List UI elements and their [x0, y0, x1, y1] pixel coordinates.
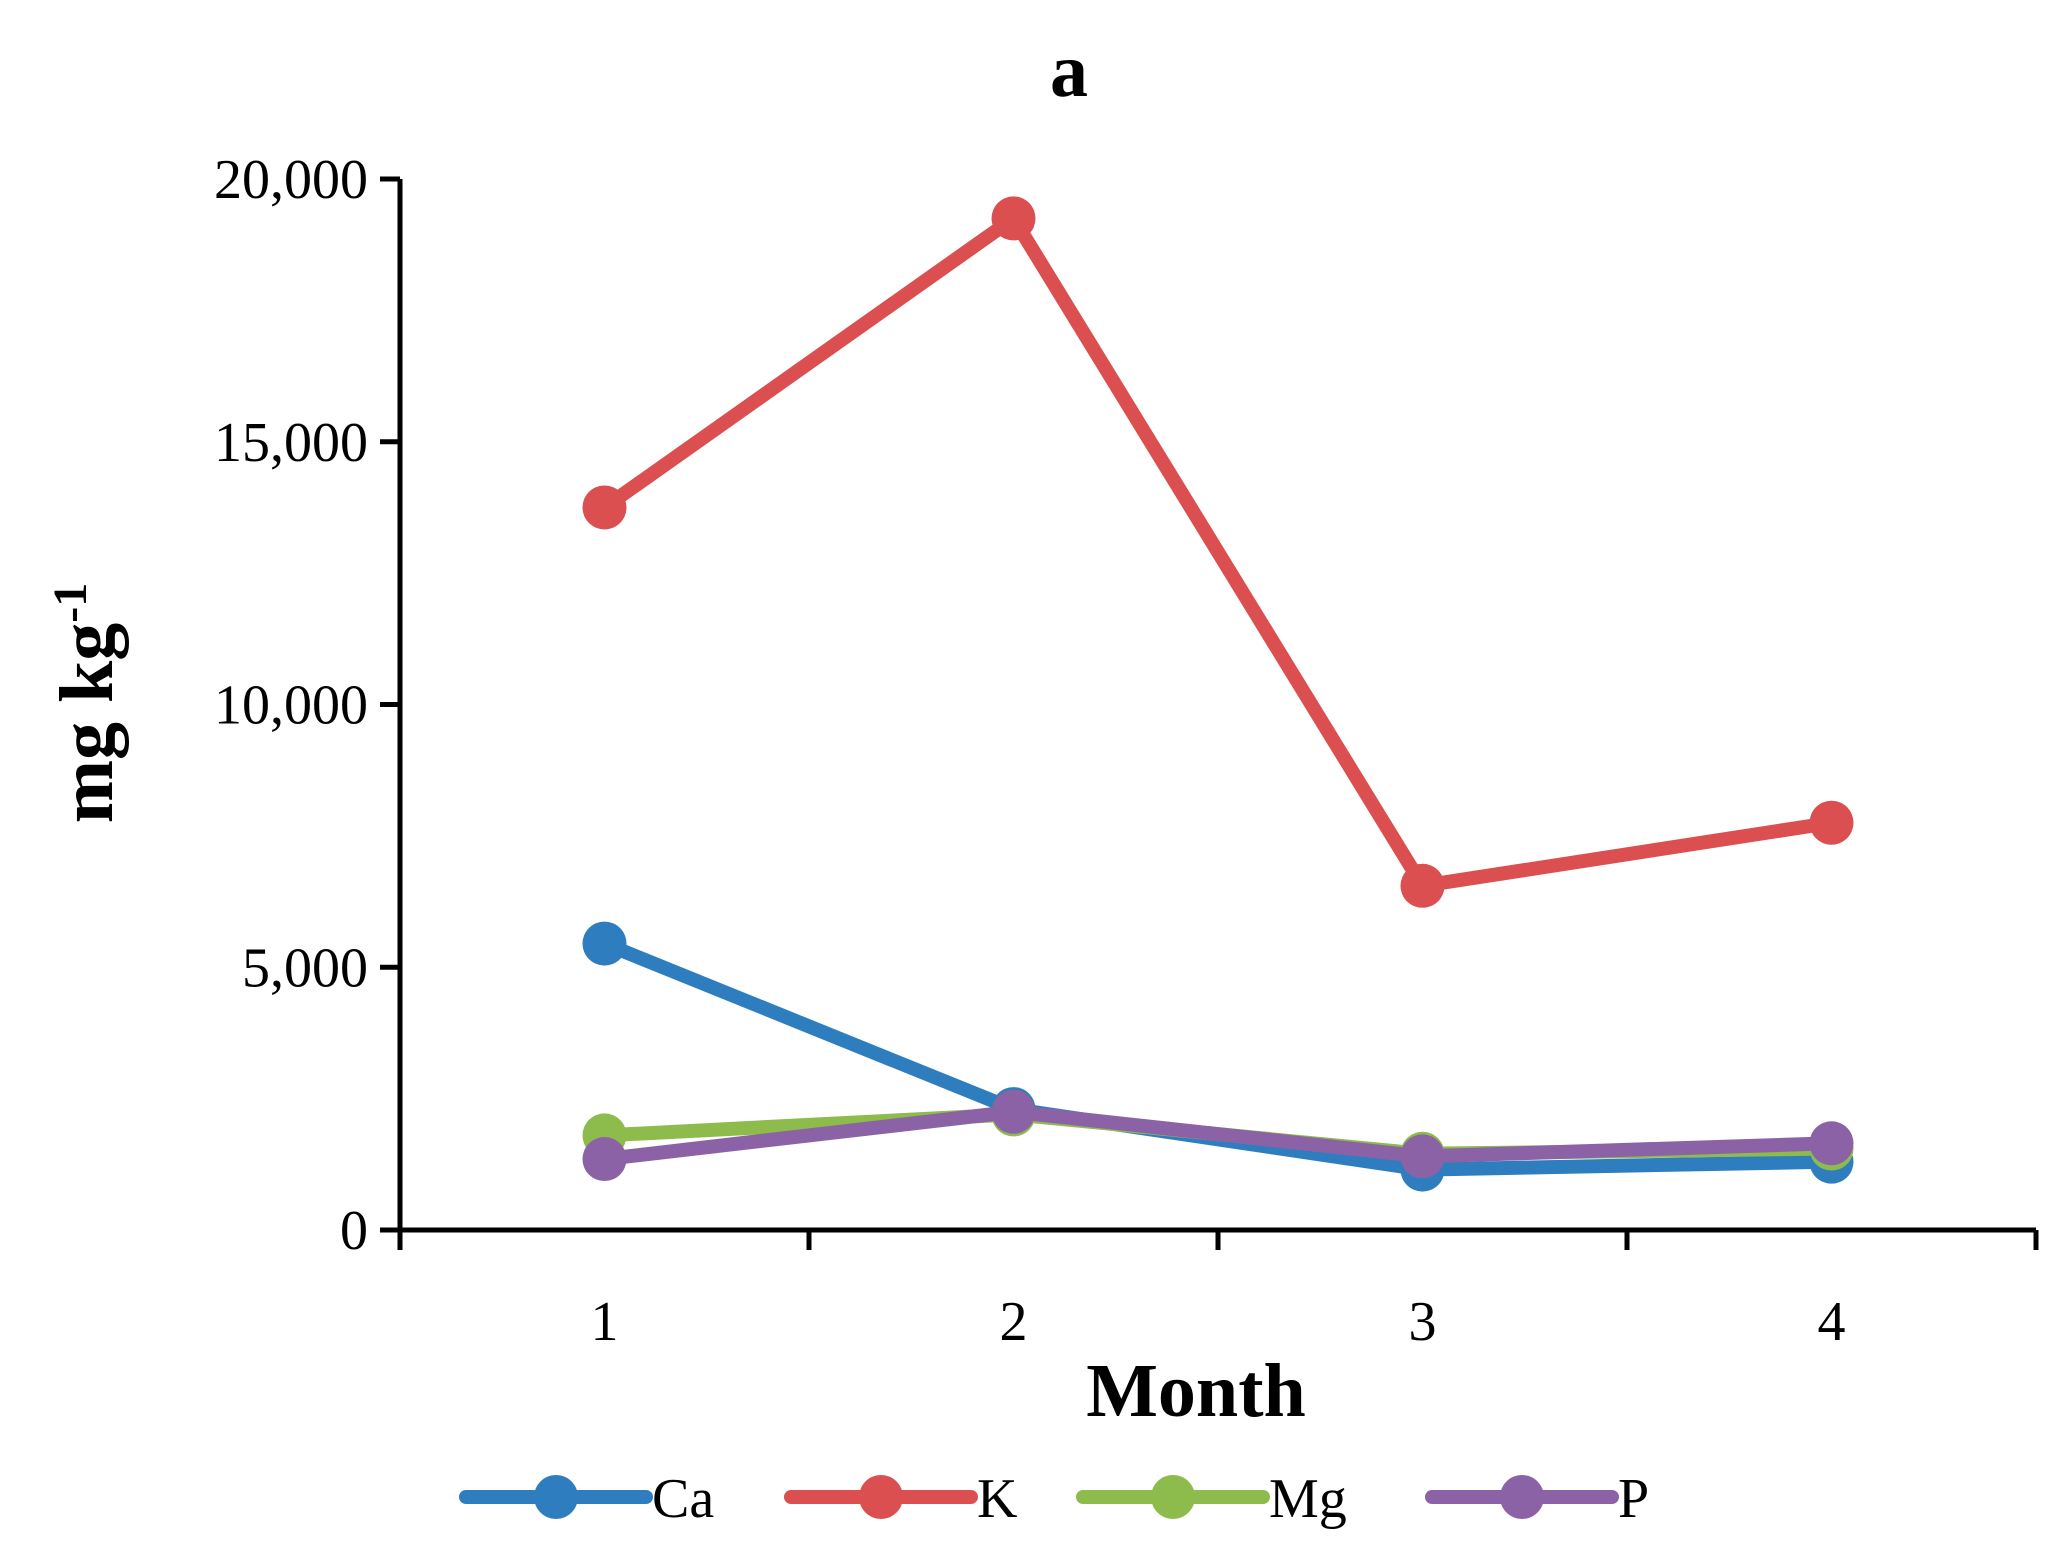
legend: Ca K Mg P	[459, 1468, 1649, 1530]
legend-marker-k	[859, 1475, 903, 1519]
legend-marker-mg	[1151, 1475, 1195, 1519]
data-point-k	[991, 196, 1036, 241]
x-tick-label: 2	[1000, 1291, 1028, 1353]
series-line-p	[597, 1104, 1839, 1167]
y-axis-title: mg kg-1	[44, 583, 129, 824]
data-point-p	[1400, 1134, 1445, 1179]
legend-label-ca: Ca	[652, 1468, 714, 1530]
x-tick-label: 4	[1818, 1291, 1846, 1353]
y-tick-label: 10,000	[214, 675, 368, 737]
y-tick-label: 5,000	[242, 937, 368, 999]
y-axis-ticks: 0 5,000 10,000 15,000 20,000	[214, 149, 400, 1262]
data-point-k	[1400, 863, 1445, 908]
legend-item-k: K	[784, 1468, 1017, 1530]
y-tick-label: 0	[340, 1200, 368, 1262]
x-axis-ticks: 1 2 3 4	[397, 1230, 2039, 1353]
data-point-ca	[582, 921, 627, 966]
legend-item-p: P	[1425, 1468, 1649, 1530]
data-point-p	[1809, 1121, 1854, 1166]
x-tick-label: 1	[591, 1291, 619, 1353]
data-point-k	[582, 485, 627, 530]
legend-label-mg: Mg	[1269, 1468, 1347, 1530]
legend-label-p: P	[1618, 1468, 1649, 1530]
legend-item-ca: Ca	[459, 1468, 714, 1530]
y-axis-title-superscript: -1	[44, 583, 97, 623]
series-line-k	[597, 211, 1839, 893]
legend-marker-ca	[534, 1475, 578, 1519]
x-tick-label: 3	[1409, 1291, 1437, 1353]
series-k	[582, 196, 1854, 908]
series-group	[582, 196, 1854, 1192]
data-point-p	[991, 1089, 1036, 1134]
y-tick-label: 20,000	[214, 149, 368, 211]
series-p	[582, 1089, 1854, 1182]
legend-marker-p	[1500, 1475, 1544, 1519]
legend-item-mg: Mg	[1076, 1468, 1347, 1530]
legend-label-k: K	[977, 1468, 1017, 1530]
x-axis-title: Month	[1086, 1349, 1306, 1433]
data-point-p	[582, 1137, 627, 1182]
chart-title: a	[1050, 29, 1088, 113]
y-tick-label: 15,000	[214, 412, 368, 474]
y-axis-title-main: mg kg	[45, 623, 129, 824]
data-point-k	[1809, 800, 1854, 845]
